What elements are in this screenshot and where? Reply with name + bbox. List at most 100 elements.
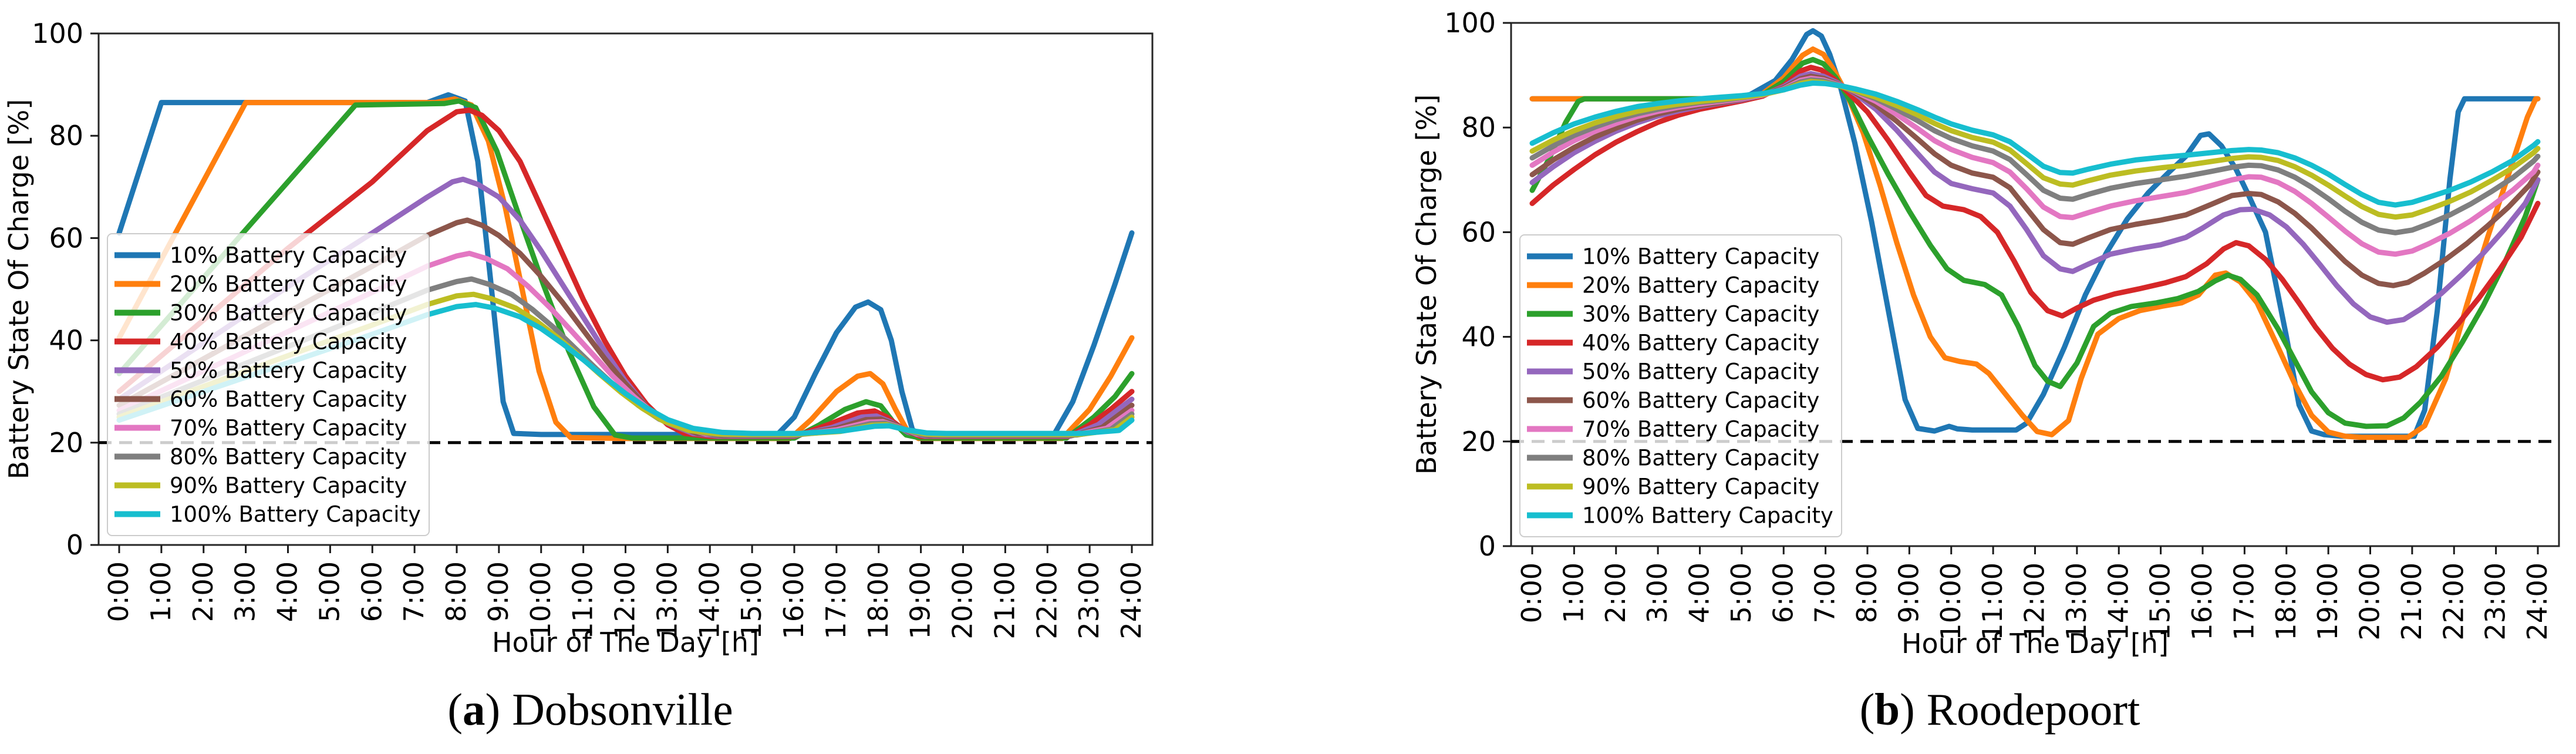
chart-a: 0 20 40 60 80 100 0:00 1:00 2:00 3:00 4:00 5:00 6:00… xyxy=(3,18,1154,658)
y-tick-label: 40 xyxy=(49,325,83,356)
y-tick-label: 0 xyxy=(1479,530,1496,562)
legend-label-20pct: 20% Battery Capacity xyxy=(170,272,407,297)
caption-letter: a xyxy=(463,684,485,735)
y-tick-label: 80 xyxy=(49,120,83,152)
x-tick-label: 17:00 xyxy=(820,561,852,639)
x-tick-label: 0:00 xyxy=(1516,563,1547,623)
legend-label-20pct: 20% Battery Capacity xyxy=(1582,273,1819,298)
x-tick-label: 13:00 xyxy=(2061,563,2092,641)
x-tick-label: 11:00 xyxy=(1977,563,2008,641)
x-tick-label: 15:00 xyxy=(2145,563,2176,641)
caption-paren-close: ) xyxy=(485,684,501,735)
x-tick-label: 9:00 xyxy=(1893,563,1924,623)
x-tick-label: 22:00 xyxy=(1031,561,1063,639)
legend-entry-80pct: 80% Battery Capacity xyxy=(114,445,407,470)
legend-label-10pct: 10% Battery Capacity xyxy=(170,243,407,268)
x-tick-label: 1:00 xyxy=(145,561,177,622)
x-tick-label: 4:00 xyxy=(1684,563,1715,623)
caption-dobsonville: (a) Dobsonville xyxy=(28,686,1152,733)
x-axis-label: Hour of The Day [h] xyxy=(1901,628,2169,659)
x-tick-label: 8:00 xyxy=(440,561,472,622)
legend-label-70pct: 70% Battery Capacity xyxy=(170,416,407,441)
x-tick-label: 6:00 xyxy=(356,561,387,622)
legend: 10% Battery Capacity 20% Battery Capacity… xyxy=(107,233,430,536)
x-tick-label: 19:00 xyxy=(905,561,936,639)
legend-entry-80pct: 80% Battery Capacity xyxy=(1527,446,1819,471)
x-axis-label: Hour of The Day [h] xyxy=(492,627,759,658)
y-tick-label: 20 xyxy=(49,427,83,459)
x-tick-label: 18:00 xyxy=(862,561,894,639)
x-tick-label: 24:00 xyxy=(2521,563,2553,641)
legend-label-60pct: 60% Battery Capacity xyxy=(170,387,407,412)
caption-title: Roodepoort xyxy=(1926,684,2140,735)
x-tick-label: 12:00 xyxy=(2019,563,2051,641)
x-tick-label: 23:00 xyxy=(2480,563,2511,641)
x-tick-label: 21:00 xyxy=(989,561,1020,639)
legend-entry-50pct: 50% Battery Capacity xyxy=(114,358,407,383)
y-tick-label: 100 xyxy=(1444,7,1496,39)
x-tick-label: 15:00 xyxy=(736,561,767,639)
x-tick-label: 17:00 xyxy=(2228,563,2260,641)
legend-entry-40pct: 40% Battery Capacity xyxy=(1527,331,1819,356)
x-tick-label: 16:00 xyxy=(2186,563,2218,641)
x-tick-label: 10:00 xyxy=(1935,563,1967,641)
x-tick-label: 3:00 xyxy=(1641,563,1673,623)
legend-label-40pct: 40% Battery Capacity xyxy=(170,329,407,355)
x-tick-label: 0:00 xyxy=(103,561,134,622)
x-tick-label: 9:00 xyxy=(483,561,514,622)
legend-label-80pct: 80% Battery Capacity xyxy=(1582,446,1819,471)
legend-entry-10pct: 10% Battery Capacity xyxy=(1527,244,1819,270)
legend-entry-20pct: 20% Battery Capacity xyxy=(114,272,407,297)
x-tick-label: 19:00 xyxy=(2312,563,2344,641)
legend-entry-90pct: 90% Battery Capacity xyxy=(114,473,407,499)
y-axis-label: Battery State Of Charge [%] xyxy=(1411,95,1442,475)
x-tick-label: 24:00 xyxy=(1115,561,1147,639)
legend-box xyxy=(107,233,430,536)
y-tick-label: 100 xyxy=(32,18,83,49)
legend-label-90pct: 90% Battery Capacity xyxy=(1582,474,1819,500)
legend-entry-70pct: 70% Battery Capacity xyxy=(114,416,407,441)
x-tick-label: 7:00 xyxy=(398,561,430,622)
x-tick-label: 20:00 xyxy=(947,561,979,639)
chart-b: 0 20 40 60 80 100 0:00 1:00 2:00 3:00 4:00 5:00 6:00… xyxy=(1411,7,2560,659)
y-tick-label: 60 xyxy=(49,222,83,254)
caption-letter: b xyxy=(1874,684,1900,735)
caption-title: Dobsonville xyxy=(512,684,733,735)
x-tick-label: 21:00 xyxy=(2396,563,2427,641)
y-tick-label: 40 xyxy=(1461,321,1496,353)
x-tick-label: 10:00 xyxy=(525,561,557,639)
legend-label-60pct: 60% Battery Capacity xyxy=(1582,388,1819,413)
x-tick-label: 20:00 xyxy=(2354,563,2386,641)
legend-entry-30pct: 30% Battery Capacity xyxy=(114,301,407,326)
caption-paren-open: ( xyxy=(447,684,463,735)
legend-label-100pct: 100% Battery Capacity xyxy=(1582,503,1833,529)
series-line-100pct xyxy=(116,302,1135,436)
x-tick-label: 12:00 xyxy=(609,561,641,639)
legend-entry-10pct: 10% Battery Capacity xyxy=(114,243,407,268)
y-tick-label: 80 xyxy=(1461,112,1496,143)
legend-label-40pct: 40% Battery Capacity xyxy=(1582,331,1819,356)
legend-entry-50pct: 50% Battery Capacity xyxy=(1527,359,1819,385)
x-tick-label: 2:00 xyxy=(1600,563,1631,623)
x-tick-label: 5:00 xyxy=(1725,563,1757,623)
legend-entry-100pct: 100% Battery Capacity xyxy=(114,502,421,527)
x-tick-label: 6:00 xyxy=(1767,563,1799,623)
x-tick-label: 2:00 xyxy=(187,561,219,622)
legend-label-100pct: 100% Battery Capacity xyxy=(170,502,421,527)
x-tick-label: 13:00 xyxy=(651,561,683,639)
caption-paren-open: ( xyxy=(1859,684,1875,735)
legend-entry-60pct: 60% Battery Capacity xyxy=(114,387,407,412)
x-tick-label: 14:00 xyxy=(693,561,725,639)
x-tick-label: 7:00 xyxy=(1809,563,1841,623)
legend-label-70pct: 70% Battery Capacity xyxy=(1582,417,1819,442)
legend: 10% Battery Capacity 20% Battery Capacity… xyxy=(1519,234,1842,537)
x-tick-label: 5:00 xyxy=(313,561,345,622)
legend-entry-100pct: 100% Battery Capacity xyxy=(1527,503,1833,529)
series-line-10pct xyxy=(1529,28,2541,439)
legend-entry-40pct: 40% Battery Capacity xyxy=(114,329,407,355)
y-tick-label: 20 xyxy=(1461,426,1496,457)
y-tick-label: 0 xyxy=(66,529,83,561)
legend-label-50pct: 50% Battery Capacity xyxy=(1582,359,1819,385)
